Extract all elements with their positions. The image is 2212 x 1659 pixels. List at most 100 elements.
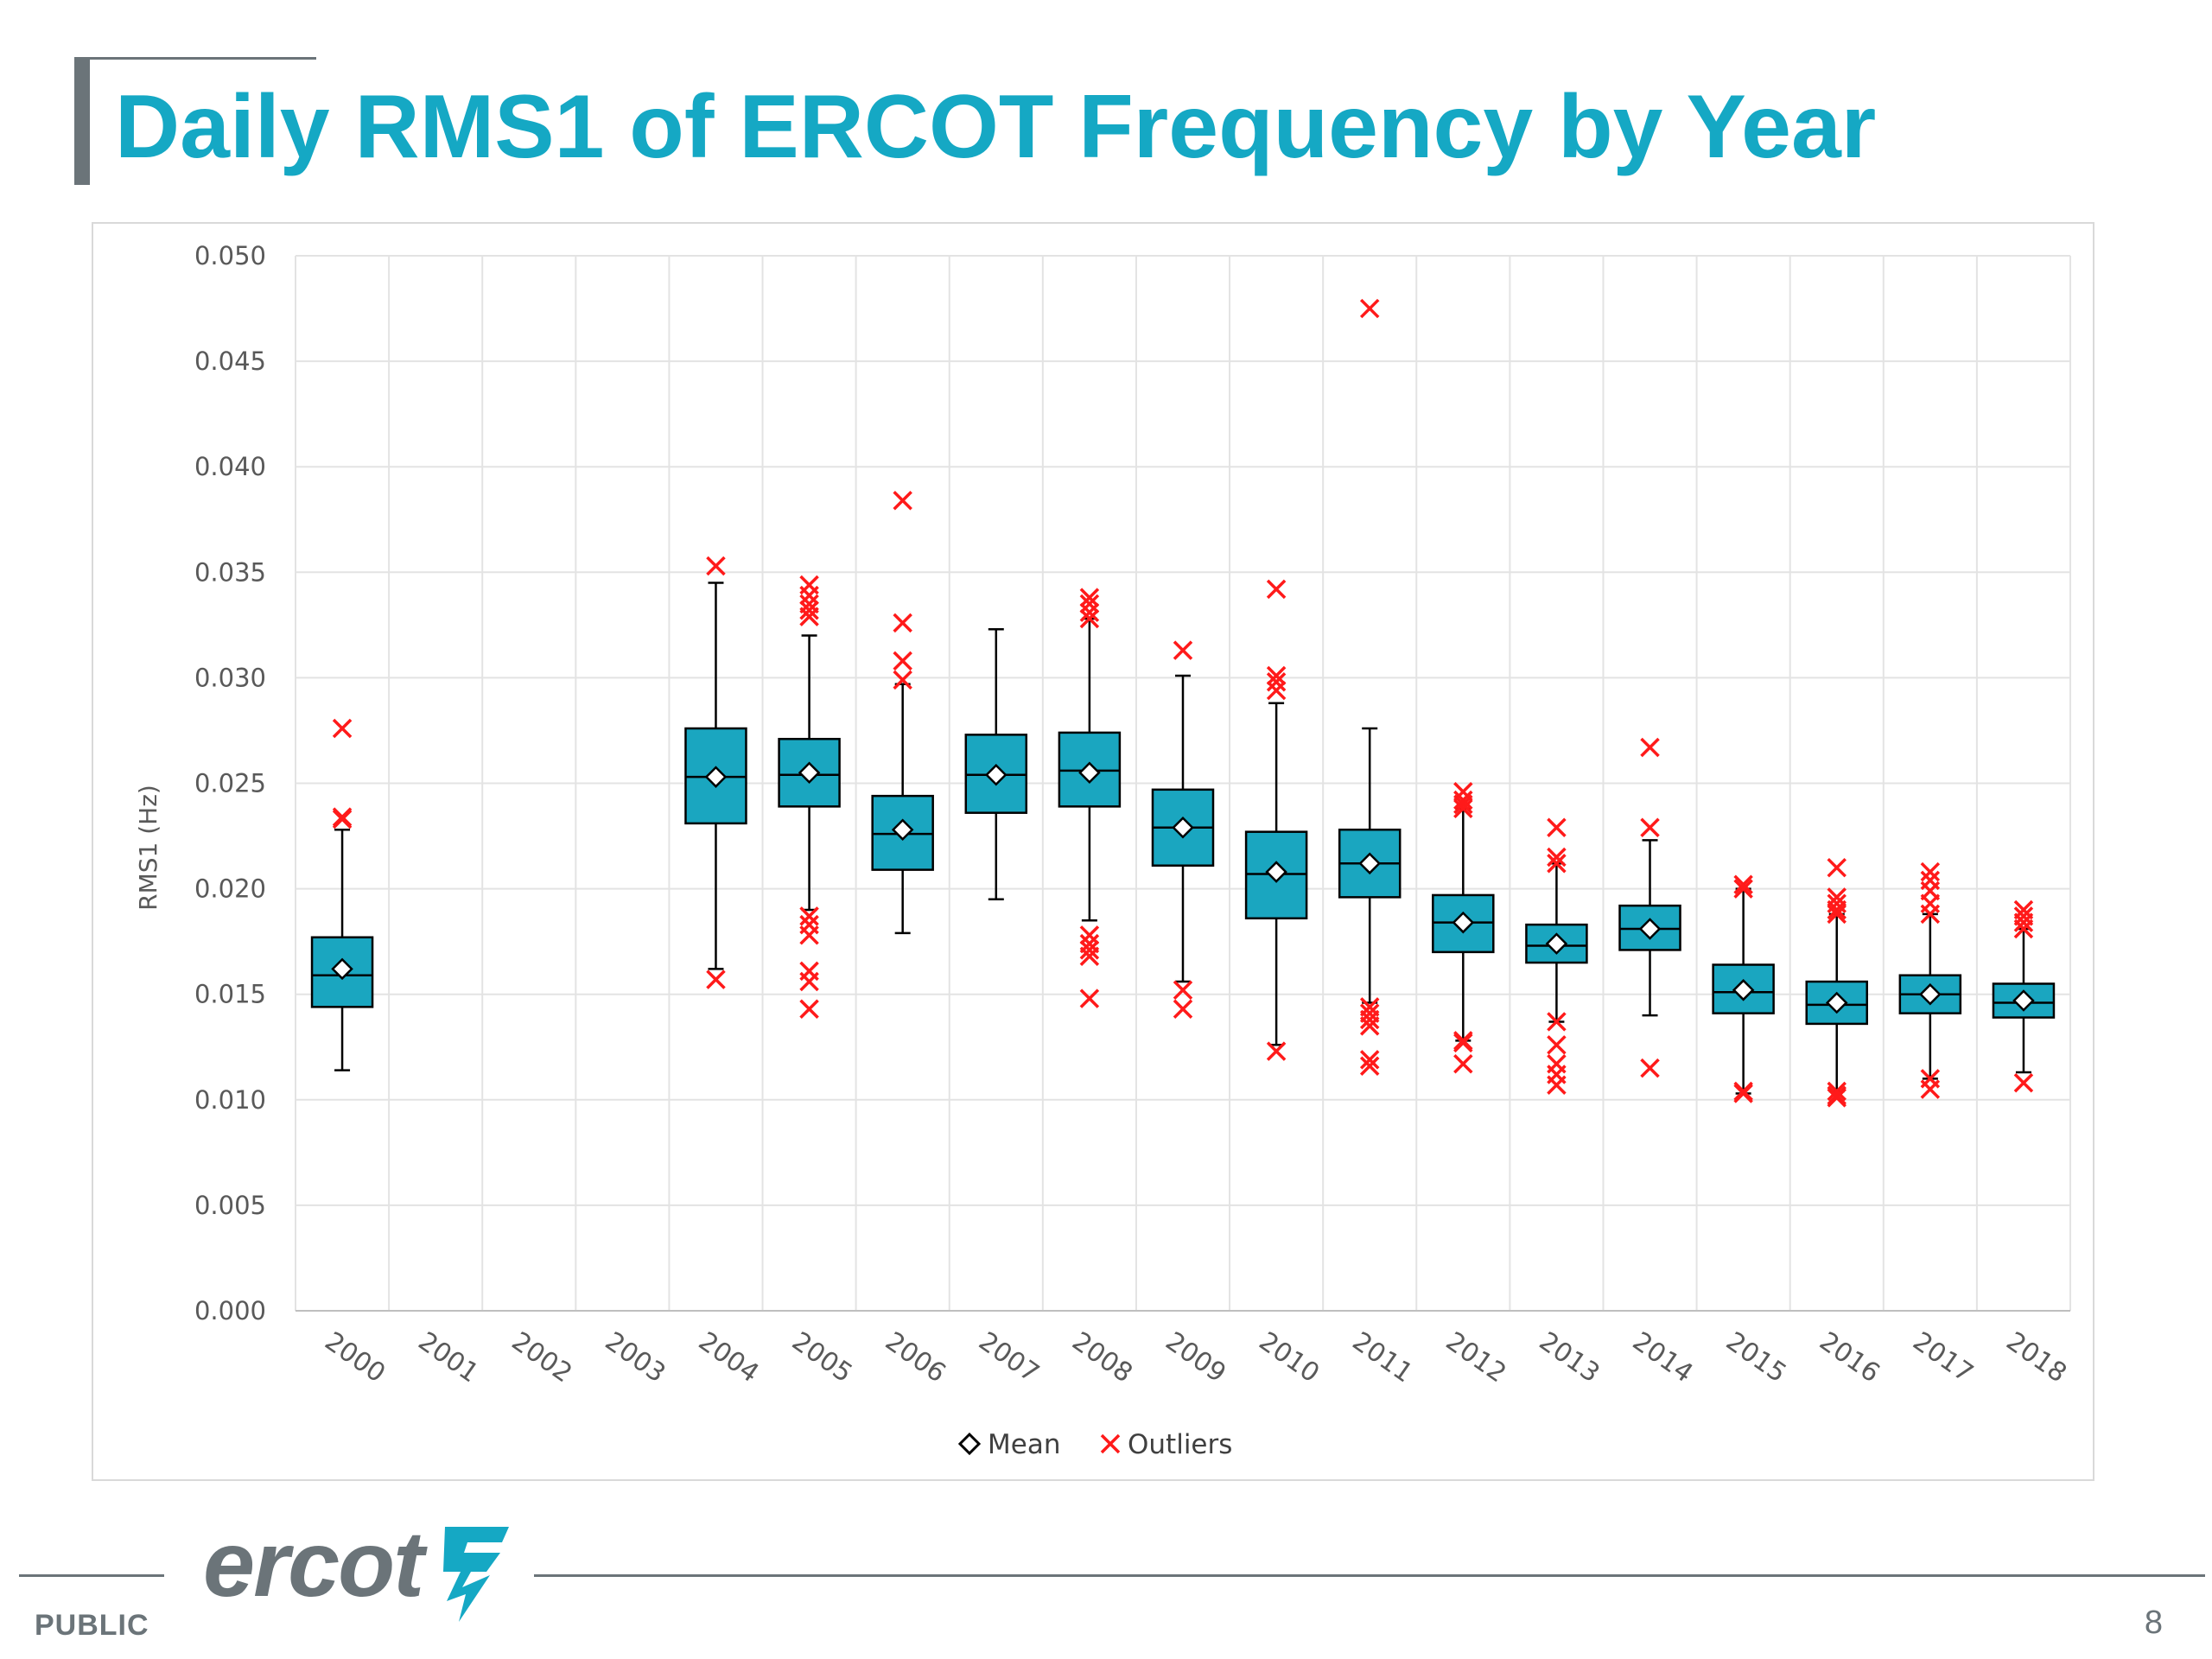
box-2005 bbox=[778, 634, 841, 912]
outlier-marker bbox=[1920, 861, 1941, 882]
mean-marker bbox=[1638, 918, 1662, 940]
x-tick-label: 2005 bbox=[786, 1326, 858, 1389]
outlier-marker bbox=[1266, 665, 1287, 686]
box-2015 bbox=[1712, 887, 1775, 1095]
mean-marker bbox=[1358, 852, 1381, 875]
outlier-marker bbox=[2013, 918, 2034, 939]
mean-marker bbox=[1172, 817, 1194, 839]
mean-marker bbox=[985, 763, 1007, 786]
x-tick-label: 2004 bbox=[693, 1326, 765, 1389]
outlier-marker bbox=[1173, 640, 1193, 660]
outlier-marker bbox=[1453, 790, 1473, 810]
y-tick-label: 0.000 bbox=[194, 1296, 266, 1325]
y-tick-label: 0.045 bbox=[194, 346, 266, 376]
x-tick-label: 2006 bbox=[880, 1326, 951, 1389]
outlier-marker bbox=[1547, 847, 1567, 868]
outlier-marker bbox=[1547, 854, 1567, 874]
y-tick-label: 0.040 bbox=[194, 452, 266, 481]
outlier-marker bbox=[1827, 1081, 1847, 1102]
mean-marker bbox=[1452, 911, 1475, 934]
legend-outliers-label: Outliers bbox=[1128, 1429, 1232, 1460]
outlier-marker bbox=[1266, 672, 1287, 692]
outlier-marker bbox=[1079, 608, 1100, 629]
box-2011 bbox=[1338, 727, 1402, 1004]
mean-marker bbox=[1265, 861, 1287, 883]
box-2004 bbox=[684, 582, 747, 970]
outlier-marker bbox=[1733, 874, 1753, 894]
outlier-marker bbox=[799, 906, 819, 926]
x-tick-label: 2015 bbox=[1720, 1326, 1792, 1389]
slide-title: Daily RMS1 of ERCOT Frequency by Year bbox=[115, 77, 1877, 177]
outlier-marker bbox=[1173, 980, 1193, 1001]
x-tick-label: 2009 bbox=[1160, 1326, 1231, 1389]
x-tick-label: 2016 bbox=[1814, 1326, 1885, 1389]
y-tick-labels: 0.000 0.005 0.010 0.015 0.020 0.025 0.030 0.035… bbox=[194, 241, 266, 1325]
outlier-marker bbox=[1079, 988, 1100, 1008]
outlier-marker bbox=[893, 491, 912, 511]
box-2018 bbox=[1992, 927, 2056, 1074]
outlier-marker bbox=[1547, 1075, 1567, 1095]
x-tick-labels: 2000 2001 2002 2003 2004 2005 2006 2007 2008 2009… bbox=[319, 1326, 2072, 1389]
outlier-marker bbox=[706, 969, 726, 989]
box-2014 bbox=[1618, 839, 1681, 1017]
x-tick-label: 2007 bbox=[973, 1326, 1045, 1389]
x-tick-label: 2001 bbox=[413, 1326, 485, 1389]
outlier-marker bbox=[332, 809, 353, 830]
y-axis-label: RMS1 (Hz) bbox=[134, 785, 162, 911]
outlier-marker bbox=[1453, 1054, 1473, 1074]
x-tick-label: 2002 bbox=[506, 1326, 578, 1389]
y-tick-label: 0.035 bbox=[194, 557, 266, 587]
outlier-marker bbox=[1547, 1012, 1567, 1032]
outlier-marker bbox=[1453, 798, 1473, 819]
x-tick-label: 2010 bbox=[1254, 1326, 1325, 1389]
y-tick-label: 0.030 bbox=[194, 663, 266, 692]
legend-outlier-marker bbox=[1100, 1433, 1121, 1454]
mean-marker bbox=[2012, 989, 2035, 1012]
outlier-marker bbox=[1359, 298, 1380, 319]
outlier-marker bbox=[1079, 588, 1100, 607]
outlier-marker bbox=[1453, 794, 1473, 815]
ercot-logo: ercot bbox=[203, 1516, 521, 1629]
boxes bbox=[310, 582, 2056, 1095]
outlier-marker bbox=[1827, 857, 1847, 878]
outlier-marker bbox=[1079, 594, 1100, 614]
outlier-marker bbox=[1640, 1058, 1660, 1078]
x-tick-label: 2000 bbox=[319, 1326, 391, 1389]
y-tick-label: 0.005 bbox=[194, 1191, 266, 1220]
outlier-marker bbox=[1079, 925, 1100, 945]
y-tick-label: 0.020 bbox=[194, 874, 266, 904]
outlier-marker bbox=[893, 651, 912, 671]
mean-marker bbox=[798, 761, 821, 785]
x-tick-label: 2012 bbox=[1440, 1326, 1512, 1389]
outliers bbox=[332, 298, 2034, 1108]
y-tick-label: 0.025 bbox=[194, 769, 266, 798]
box-2010 bbox=[1244, 702, 1308, 1046]
outlier-marker bbox=[1359, 1009, 1380, 1030]
box-2016 bbox=[1805, 912, 1868, 1093]
x-tick-label: 2008 bbox=[1066, 1326, 1138, 1389]
outlier-marker bbox=[799, 999, 819, 1020]
gridlines bbox=[295, 255, 2071, 1312]
outlier-marker bbox=[1453, 1033, 1473, 1053]
outlier-marker bbox=[1547, 1035, 1567, 1055]
outlier-marker bbox=[1359, 1016, 1380, 1036]
mean-marker bbox=[331, 957, 353, 981]
outlier-marker bbox=[799, 607, 819, 626]
outlier-marker bbox=[1920, 1079, 1941, 1099]
y-tick-label: 0.010 bbox=[194, 1085, 266, 1115]
lightning-bolt-icon bbox=[443, 1527, 510, 1622]
outlier-marker bbox=[1079, 940, 1100, 960]
outlier-marker bbox=[1547, 817, 1567, 838]
footer-rule-right bbox=[534, 1574, 2205, 1577]
outlier-marker bbox=[2013, 912, 2034, 932]
x-tick-label: 2018 bbox=[2000, 1326, 2072, 1389]
outlier-marker bbox=[1359, 1050, 1380, 1070]
classification-label: PUBLIC bbox=[35, 1609, 149, 1642]
mean-marker bbox=[1919, 982, 1942, 1006]
outlier-marker bbox=[893, 670, 912, 690]
legend-mean-marker bbox=[957, 1432, 982, 1456]
outlier-marker bbox=[1359, 1056, 1380, 1076]
mean-marker bbox=[704, 766, 728, 788]
mean-marker bbox=[1078, 761, 1101, 785]
outlier-marker bbox=[1266, 1041, 1287, 1061]
